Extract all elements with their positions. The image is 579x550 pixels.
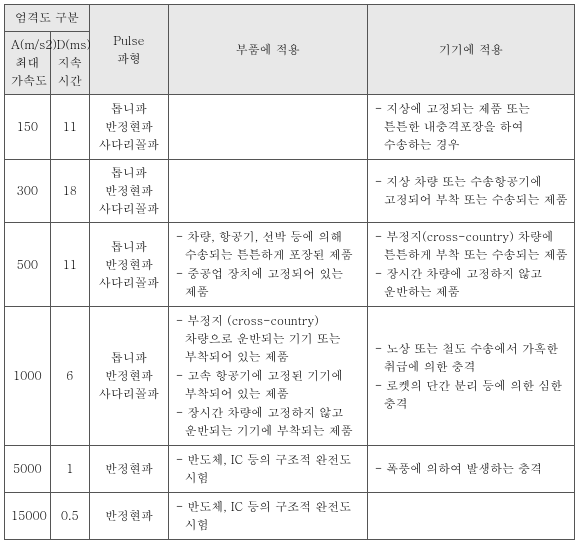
cell-equip: 지상 차량 또는 수송항공기에 고정되어 부착 또는 수송되는 제품 [367,160,574,223]
cell-pulse: 반정현파 [89,493,168,540]
list-item: 반도체, IC 등의 구조적 완전도 시험 [175,498,361,534]
table-row: 150000.5반정현파반도체, IC 등의 구조적 완전도 시험 [5,493,575,540]
list-item: 반도체, IC 등의 구조적 완전도 시험 [175,451,361,487]
table-row: 50011톱니파반정현파사다리꼴파차량, 항공기, 선박 등에 의해 수송되는 … [5,223,575,307]
table-row: 30018톱니파반정현파사다리꼴파 지상 차량 또는 수송항공기에 고정되어 부착… [5,160,575,223]
list-item: 장시간 차량에 고정하지 않고 운반하는 제품 [374,265,568,301]
cell-parts: 반도체, IC 등의 구조적 완전도 시험 [168,446,367,493]
cell-parts [168,95,367,160]
list-item: 폭풍에 의하여 발생하는 충격 [374,460,568,478]
cell-accel: 15000 [5,493,51,540]
cell-accel: 1000 [5,307,51,446]
list-item: 차량, 항공기, 선박 등에 의해 수송되는 튼튼하게 포장된 제품 [175,228,361,264]
cell-accel: 5000 [5,446,51,493]
cell-pulse: 반정현파 [89,446,168,493]
header-group: 엄격도 구분 [5,5,90,32]
header-col-d: D(ms) 지속 시간 [50,32,89,95]
list-item: 부정지 (cross-country) 차량으로 운반되는 기기 또는 부착되어… [175,312,361,366]
cell-equip [367,493,574,540]
cell-duration: 6 [50,307,89,446]
cell-duration: 11 [50,223,89,307]
list-item: 로켓의 단간 분리 등에 의한 심한 충격 [374,377,568,413]
list-item: 중공업 장치에 고정되어 있는 제품 [175,265,361,301]
header-col-a: A(m/s2) 최대 가속도 [5,32,51,95]
list-item: 노상 또는 철도 수송에서 가혹한 취급에 의한 충격 [374,340,568,376]
cell-equip: 부정지(cross-country) 차량에 튼튼하게 부착 또는 수송되는 제… [367,223,574,307]
cell-duration: 18 [50,160,89,223]
cell-equip: 노상 또는 철도 수송에서 가혹한 취급에 의한 충격로켓의 단간 분리 등에 … [367,307,574,446]
list-item: 지상 차량 또는 수송항공기에 고정되어 부착 또는 수송되는 제품 [374,173,568,209]
cell-pulse: 톱니파반정현파사다리꼴파 [89,307,168,446]
cell-pulse: 톱니파반정현파사다리꼴파 [89,95,168,160]
cell-equip: 지상에 고정되는 제품 또는 튼튼한 내충격포장을 하여 수송하는 경우 [367,95,574,160]
list-item: 부정지(cross-country) 차량에 튼튼하게 부착 또는 수송되는 제… [374,228,568,264]
table-row: 10006톱니파반정현파사다리꼴파부정지 (cross-country) 차량으… [5,307,575,446]
table-row: 15011톱니파반정현파사다리꼴파 지상에 고정되는 제품 또는 튼튼한 내충격포… [5,95,575,160]
cell-accel: 500 [5,223,51,307]
cell-duration: 1 [50,446,89,493]
cell-accel: 300 [5,160,51,223]
table-body: 15011톱니파반정현파사다리꼴파지상에 고정되는 제품 또는 튼튼한 내충격포… [5,95,575,540]
header-parts: 부품에 적용 [168,5,367,95]
cell-duration: 0.5 [50,493,89,540]
cell-pulse: 톱니파반정현파사다리꼴파 [89,160,168,223]
table-row: 50001반정현파반도체, IC 등의 구조적 완전도 시험 폭풍에 의하여 발생… [5,446,575,493]
shock-test-table: 엄격도 구분 Pulse 파형 부품에 적용 기기에 적용 A(m/s2) 최대… [4,4,575,540]
list-item: 장시간 차량에 고정하지 않고 운반되는 기기에 부착되는 제품 [175,404,361,440]
cell-accel: 150 [5,95,51,160]
cell-parts: 차량, 항공기, 선박 등에 의해 수송되는 튼튼하게 포장된 제품중공업 장치… [168,223,367,307]
cell-duration: 11 [50,95,89,160]
list-item: 고속 항공기에 고정된 기기에 부착되어 있는 제품 [175,367,361,403]
cell-parts: 반도체, IC 등의 구조적 완전도 시험 [168,493,367,540]
table-header: 엄격도 구분 Pulse 파형 부품에 적용 기기에 적용 A(m/s2) 최대… [5,5,575,95]
cell-parts [168,160,367,223]
header-pulse: Pulse 파형 [89,5,168,95]
cell-equip: 폭풍에 의하여 발생하는 충격 [367,446,574,493]
header-equip: 기기에 적용 [367,5,574,95]
list-item: 지상에 고정되는 제품 또는 튼튼한 내충격포장을 하여 수송하는 경우 [374,100,568,154]
cell-pulse: 톱니파반정현파사다리꼴파 [89,223,168,307]
cell-parts: 부정지 (cross-country) 차량으로 운반되는 기기 또는 부착되어… [168,307,367,446]
